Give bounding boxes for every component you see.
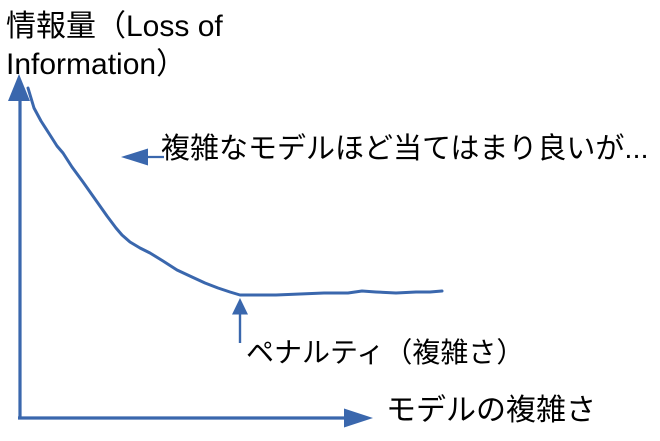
x-axis-label: モデルの複雑さ [386, 394, 596, 427]
y-axis-label: 情報量（Loss of Information） [6, 10, 223, 81]
loss-curve [26, 86, 444, 297]
annotation-penalty-label: ペナルティ（複雑さ） [246, 337, 525, 368]
up-arrow-icon [232, 298, 248, 315]
annotation-fit-label: 複雑なモデルほど当てはまり良いが... [161, 133, 649, 165]
left-arrow-icon [121, 148, 148, 166]
y-axis-arrowhead-icon [8, 74, 30, 101]
x-axis-arrowhead-icon [344, 408, 373, 428]
